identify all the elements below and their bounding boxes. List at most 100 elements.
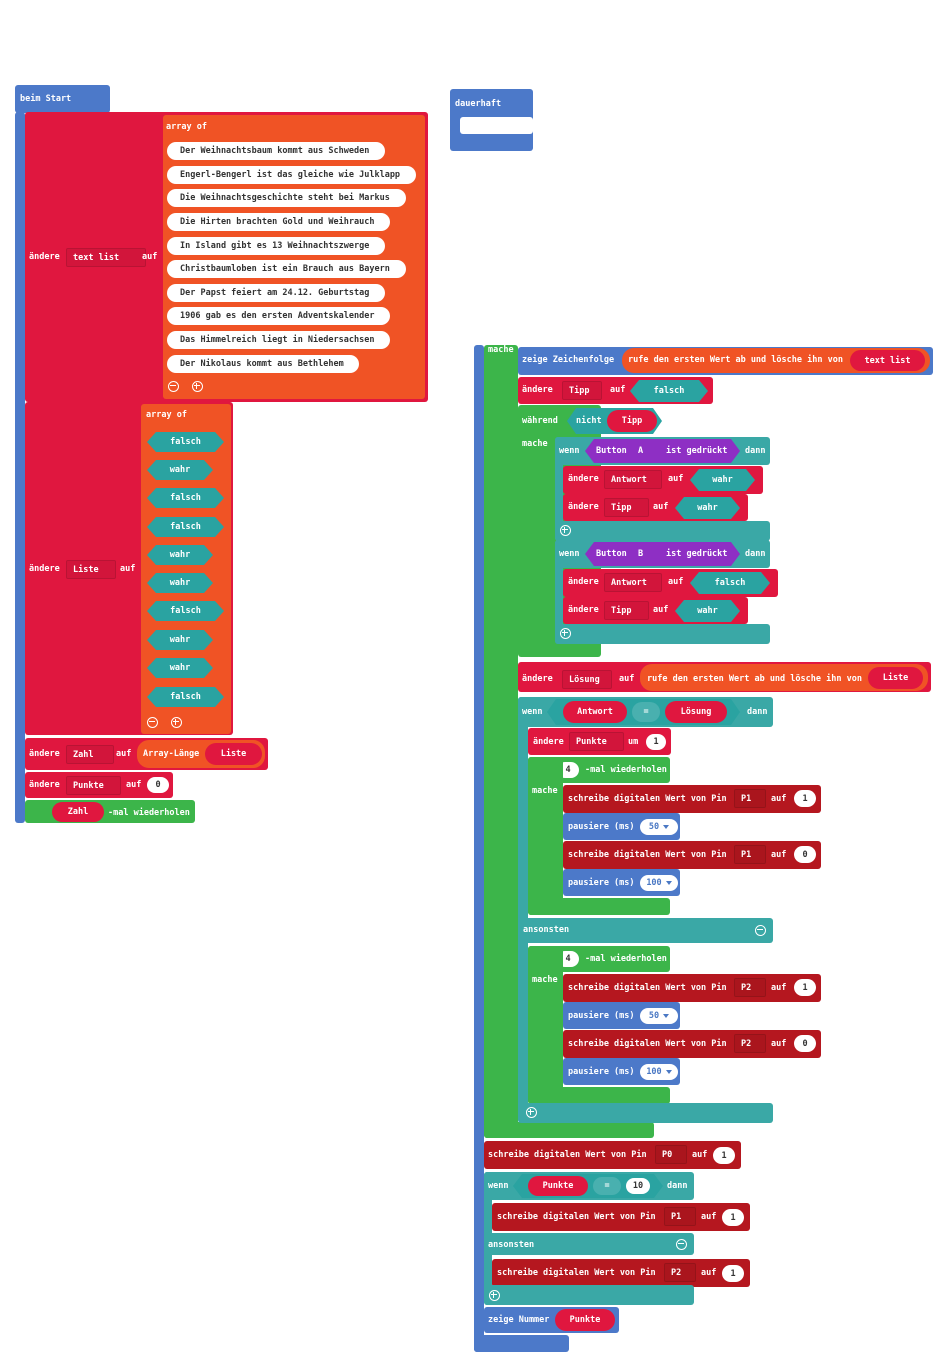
if-footer[interactable] [484,1285,694,1305]
boolean-item[interactable]: wahr [147,573,213,593]
variable-dropdown[interactable]: Antwort [604,470,662,489]
boolean-item[interactable]: falsch [147,488,224,508]
variable-dropdown[interactable]: P1 [664,1207,696,1226]
string-item[interactable]: Das Himmelreich liegt in Niedersachsen [167,331,390,349]
if-body[interactable] [555,540,563,644]
digital-write-block[interactable] [492,1203,750,1231]
variable-dropdown[interactable]: Punkte [66,776,121,795]
variable-pill[interactable]: Lösung [665,701,727,723]
variable-pill[interactable]: Punkte [528,1176,588,1196]
variable-pill[interactable]: Liste [868,667,923,689]
number-input[interactable]: 1 [722,1209,744,1226]
number-input[interactable]: 0 [147,777,169,793]
variable-dropdown[interactable]: Tipp [562,381,602,400]
variable-dropdown[interactable]: Punkte [569,732,624,751]
variable-dropdown[interactable]: Zahl [66,745,114,764]
array-of-block[interactable] [163,115,425,399]
plus-circle-icon[interactable] [488,1289,500,1301]
operator-dropdown[interactable]: = [632,702,660,722]
minus-circle-icon[interactable] [675,1238,687,1250]
if-footer[interactable] [555,624,770,644]
variable-dropdown[interactable]: P0 [655,1145,687,1164]
number-input[interactable]: 1 [722,1265,744,1282]
on-start-block[interactable] [15,85,110,113]
string-item[interactable]: Die Weihnachtsgeschichte steht bei Marku… [167,189,406,207]
number-input[interactable]: 1 [794,790,816,807]
digital-write-block[interactable] [492,1259,750,1287]
digital-write-block[interactable] [484,1141,741,1169]
string-item[interactable]: Die Hirten brachten Gold und Weihrauch [167,213,390,231]
variable-pill[interactable]: Liste [205,743,262,765]
boolean-pill[interactable]: falsch [690,572,770,594]
number-input[interactable]: 1 [646,734,666,750]
string-item[interactable]: Der Weihnachtsbaum kommt aus Schweden [167,142,385,160]
boolean-pill[interactable]: wahr [675,600,740,622]
variable-dropdown[interactable]: Antwort [604,573,662,592]
digital-write-block[interactable] [563,785,821,813]
if-footer[interactable] [518,1103,773,1123]
string-item[interactable]: Christbaumloben ist ein Brauch aus Bayer… [167,260,406,278]
boolean-item[interactable]: wahr [147,658,213,678]
number-input[interactable]: 0 [794,846,816,863]
variable-dropdown[interactable]: P2 [664,1263,696,1282]
boolean-item[interactable]: falsch [147,517,224,537]
variable-dropdown[interactable]: Lösung [562,670,612,689]
plus-circle-icon[interactable] [559,627,571,639]
boolean-item[interactable]: wahr [147,630,213,650]
digital-write-block[interactable] [563,974,821,1002]
array-of-block[interactable] [141,404,231,734]
variable-pill[interactable]: Punkte [555,1309,615,1331]
variable-dropdown[interactable]: P2 [734,1034,766,1053]
repeat-body[interactable] [528,757,563,915]
number-input[interactable]: 10 [626,1178,650,1194]
pause-dropdown[interactable]: 50 [640,819,678,835]
variable-pill[interactable]: text list [850,350,925,371]
if-body[interactable] [555,437,563,541]
if-else-body[interactable] [518,697,528,1122]
variable-dropdown[interactable]: Liste [66,560,116,579]
minus-circle-icon[interactable] [754,924,766,936]
string-item[interactable]: 1906 gab es den ersten Adventskalender [167,307,390,325]
variable-dropdown[interactable]: Tipp [604,498,649,517]
else-row[interactable] [518,918,773,943]
forever-body[interactable] [474,345,484,1352]
repeat-body[interactable] [528,946,563,1104]
boolean-item[interactable]: falsch [147,687,224,707]
pause-dropdown[interactable]: 100 [640,875,678,891]
plus-circle-icon[interactable] [525,1106,537,1118]
variable-dropdown[interactable]: P1 [734,789,766,808]
number-input[interactable]: 1 [713,1147,735,1164]
if-footer[interactable] [555,521,770,541]
repeat-bottom[interactable] [528,898,670,915]
button-pressed-block[interactable] [585,439,740,463]
string-item[interactable]: Engerl-Bengerl ist das gleiche wie Julkl… [167,166,416,184]
boolean-item[interactable]: wahr [147,460,213,480]
variable-dropdown[interactable]: text list [66,248,146,267]
string-item[interactable]: In Island gibt es 13 Weihnachtszwerge [167,237,385,255]
operator-dropdown[interactable]: = [593,1177,621,1195]
boolean-pill[interactable]: wahr [690,469,755,491]
string-item[interactable]: Der Papst feiert am 24.12. Geburtstag [167,284,385,302]
pause-dropdown[interactable]: 50 [640,1008,678,1024]
boolean-pill[interactable]: falsch [630,380,708,402]
plus-circle-icon[interactable] [191,380,203,392]
minus-circle-icon[interactable] [146,716,158,728]
pause-dropdown[interactable]: 100 [640,1064,678,1080]
plus-circle-icon[interactable] [559,524,571,536]
repeat-body[interactable] [484,345,518,1138]
plus-circle-icon[interactable] [170,716,182,728]
minus-circle-icon[interactable] [167,380,179,392]
variable-pill[interactable]: Antwort [563,701,627,723]
variable-dropdown[interactable]: P2 [734,978,766,997]
variable-pill[interactable]: Tipp [607,410,657,432]
variable-dropdown[interactable]: Tipp [604,601,649,620]
digital-write-block[interactable] [563,841,821,869]
button-pressed-block[interactable] [585,542,740,566]
digital-write-block[interactable] [563,1030,821,1058]
number-input[interactable]: 0 [794,1035,816,1052]
boolean-item[interactable]: falsch [147,432,224,452]
forever-bottom[interactable] [474,1335,569,1352]
boolean-pill[interactable]: wahr [675,497,740,519]
string-item[interactable]: Der Nikolaus kommt aus Bethlehem [167,355,359,373]
else-row[interactable] [484,1233,694,1255]
